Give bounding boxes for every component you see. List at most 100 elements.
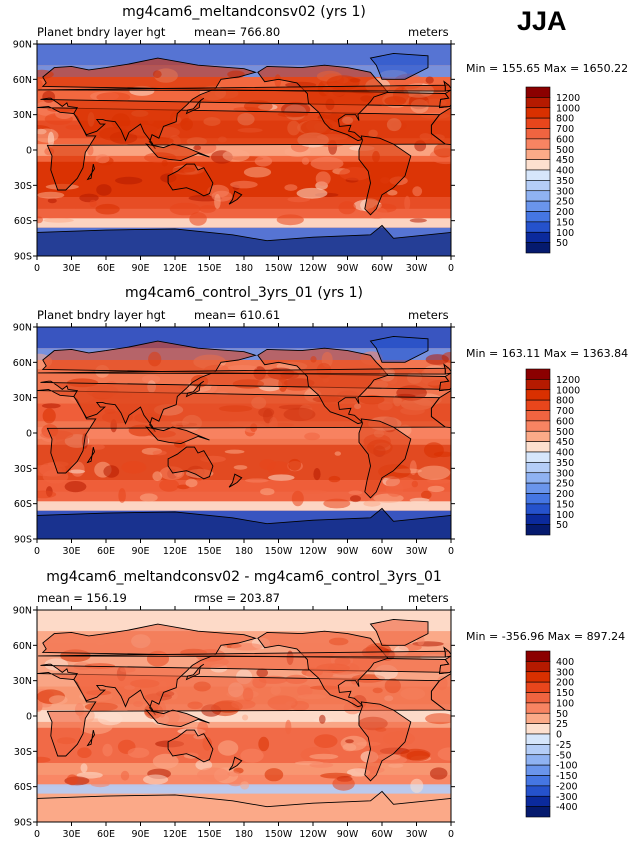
field-blob <box>76 771 103 779</box>
coastline-antarctica <box>37 790 451 822</box>
x-tick-label: 90E <box>131 546 149 557</box>
coastline-africa-wrap <box>430 107 451 145</box>
field-blob <box>304 432 320 441</box>
field-blob <box>412 186 423 197</box>
colorbar-label: 100 <box>556 698 574 709</box>
colorbar-box <box>525 671 551 683</box>
colorbar-label: -400 <box>556 802 578 813</box>
colorbar-box <box>525 702 551 714</box>
colorbar-box <box>525 200 551 212</box>
field-blob <box>285 719 292 735</box>
colorbar-label: 700 <box>556 124 574 135</box>
field-blob <box>404 195 411 211</box>
y-tick-label: 60N <box>13 358 32 369</box>
colorbar-box <box>525 169 551 181</box>
x-tick-label: 60E <box>97 829 115 840</box>
y-tick-label: 90S <box>14 252 32 263</box>
x-tick-label: 30E <box>62 546 80 557</box>
coastline-australia <box>167 163 214 197</box>
colorbar-label: 50 <box>556 709 568 720</box>
y-tick-label: 30S <box>14 181 32 192</box>
field-blob <box>256 668 269 678</box>
coastline-madagascar <box>86 446 95 464</box>
field-blob <box>338 201 356 215</box>
coastline-japan <box>185 380 205 398</box>
x-tick-label: 0 <box>34 546 40 557</box>
x-tick-label: 90E <box>131 263 149 274</box>
colorbar-box <box>525 148 551 160</box>
colorbar-box <box>525 231 551 243</box>
colorbar-box <box>525 712 551 724</box>
field-blob <box>227 771 240 777</box>
colorbar-box <box>525 441 551 453</box>
colorbar-box <box>525 723 551 735</box>
field-blob <box>66 774 78 786</box>
colorbar-box <box>525 399 551 411</box>
x-tick-label: 30W <box>406 263 428 274</box>
colorbar-box <box>525 211 551 223</box>
x-tick-label: 0 <box>448 829 454 840</box>
field-band <box>37 144 451 156</box>
field-blob <box>260 488 275 496</box>
field-blob <box>313 734 338 748</box>
field-blob <box>199 205 216 213</box>
colorbar-label: 50 <box>556 520 568 531</box>
coastline-japan <box>185 663 205 681</box>
field-blob <box>385 476 416 490</box>
y-tick-label: 90S <box>14 818 32 829</box>
field-blob <box>309 762 334 768</box>
colorbar-box <box>525 86 551 98</box>
colorbar-label: 150 <box>556 499 574 510</box>
field-blob <box>240 748 264 763</box>
field-band <box>37 218 451 228</box>
coastline-australia <box>167 729 214 763</box>
colorbar-label: 350 <box>556 176 574 187</box>
x-tick-label: 0 <box>448 546 454 557</box>
field-blob <box>79 193 99 203</box>
y-tick-label: 0 <box>26 146 32 157</box>
colorbar-label: 600 <box>556 134 574 145</box>
field-blob <box>37 78 43 92</box>
field-blob <box>296 187 328 199</box>
y-tick-label: 30N <box>13 676 32 687</box>
coastline-eurasia-wrap <box>438 372 451 392</box>
field-blob <box>313 468 321 481</box>
y-tick-label: 0 <box>26 429 32 440</box>
colorbar-box <box>525 733 551 745</box>
field-band <box>37 208 451 221</box>
field-blob <box>169 202 201 216</box>
field-blob <box>288 458 302 471</box>
field-blob <box>217 740 239 756</box>
colorbar-box <box>525 764 551 776</box>
field-blob <box>243 166 272 178</box>
panel-1-colorbar: 1200100080070060050045040035030025020015… <box>525 86 580 254</box>
field-blob <box>42 408 56 424</box>
x-tick-label: 90W <box>337 546 359 557</box>
x-tick-label: 30W <box>406 829 428 840</box>
colorbar-box <box>525 242 551 254</box>
colorbar-label: 450 <box>556 437 574 448</box>
field-blob <box>127 747 150 758</box>
panel-3-colorbar: 40030020015010050250-25-50-100-150-200-3… <box>525 650 578 818</box>
colorbar-label: 150 <box>556 217 574 228</box>
field-blob <box>437 747 451 761</box>
colorbar-label: 250 <box>556 197 574 208</box>
x-tick-label: 0 <box>34 263 40 274</box>
colorbar-box <box>525 117 551 129</box>
colorbar-box <box>525 410 551 422</box>
panel-1-minmax: Min = 155.65 Max = 1650.22 <box>466 62 629 75</box>
panel-3-title: mg4cam6_meltandconsv02 - mg4cam6_control… <box>46 569 442 585</box>
colorbar-label: -300 <box>556 792 578 803</box>
coastline-eurasia-wrap <box>438 655 451 675</box>
x-tick-label: 60W <box>371 263 393 274</box>
x-tick-label: 150W <box>265 263 293 274</box>
field-blob <box>291 490 304 507</box>
coastline-greenland <box>369 335 429 363</box>
field-blob <box>41 403 61 409</box>
field-blob <box>47 198 57 204</box>
field-blob <box>332 776 355 791</box>
colorbar-box <box>525 692 551 704</box>
colorbar-label: 1000 <box>556 385 580 396</box>
field-blob <box>411 480 418 488</box>
